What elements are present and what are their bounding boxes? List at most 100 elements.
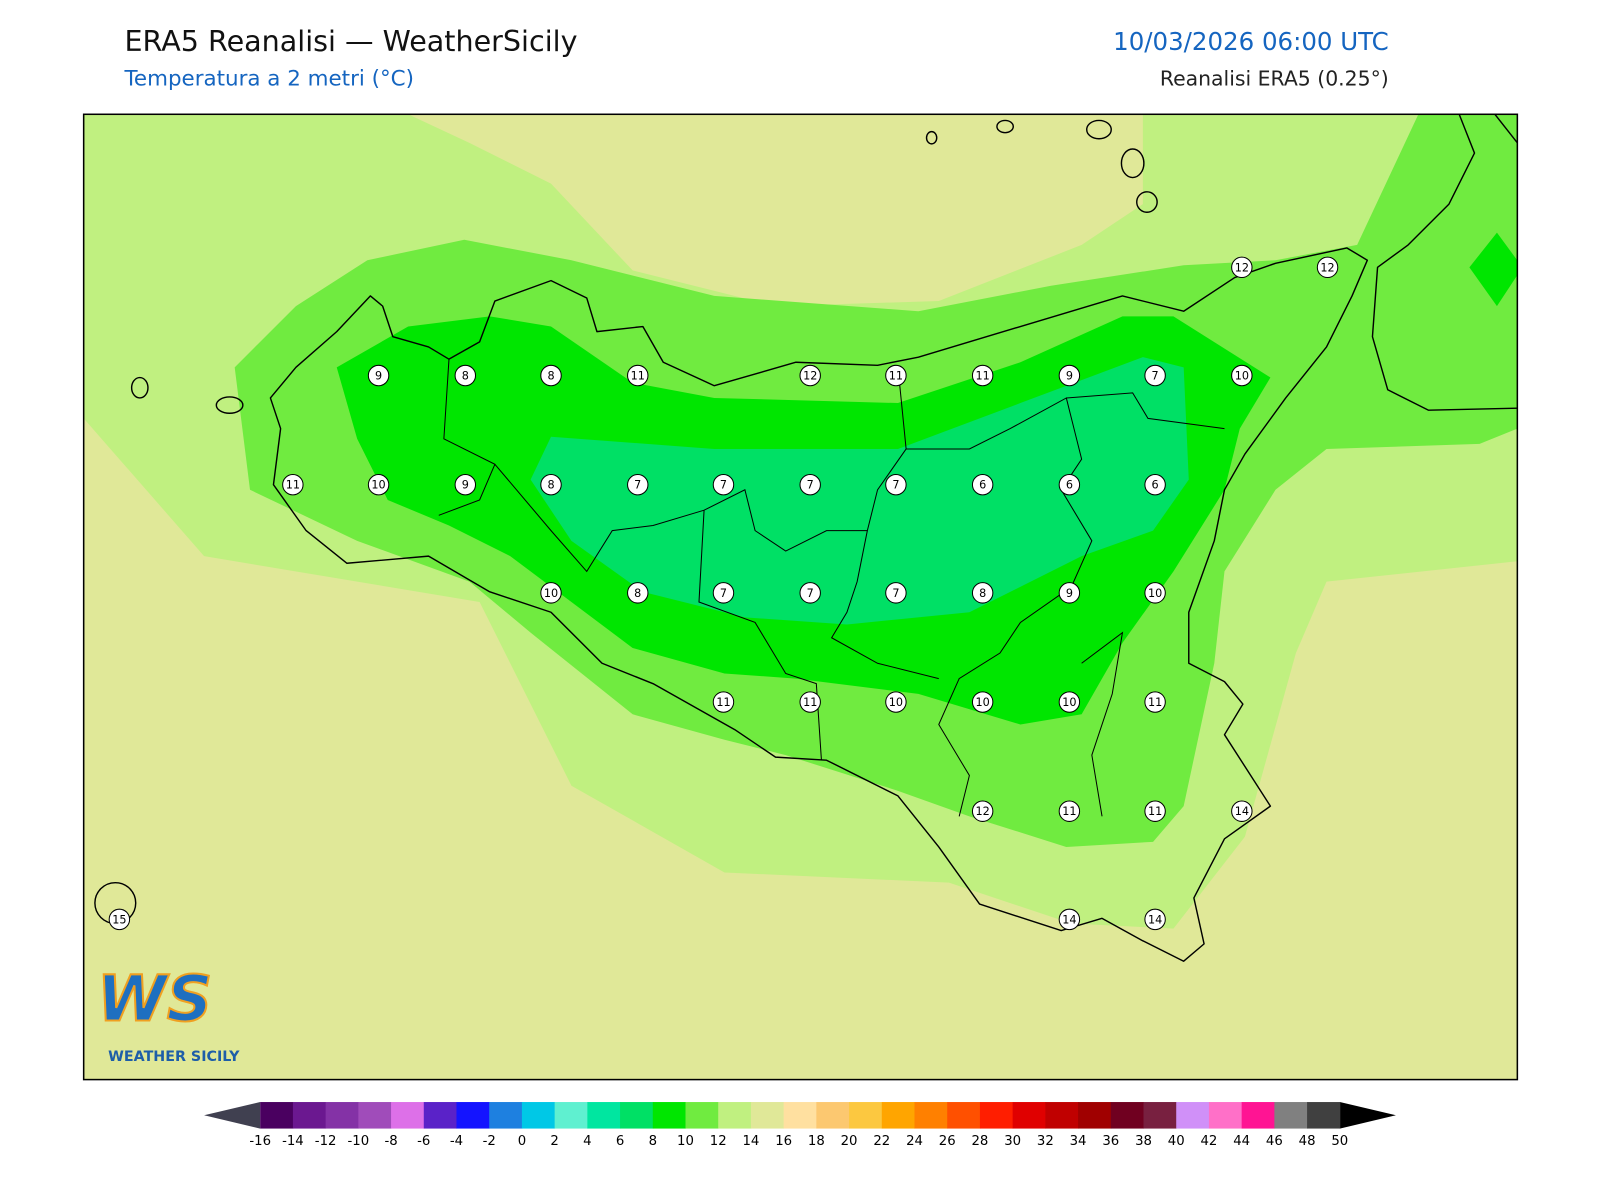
colorbar-tick-label: 32: [1037, 1134, 1054, 1149]
station-value: 15: [112, 913, 126, 926]
colorbar-box: [1110, 1102, 1145, 1129]
colorbar-box: [1241, 1102, 1275, 1129]
station-value: 11: [1062, 805, 1076, 818]
station-marker: [1144, 691, 1166, 713]
station-value: 7: [720, 587, 727, 600]
colorbar-tick-label: 10: [677, 1134, 694, 1149]
colorbar-under: [204, 1102, 261, 1129]
station: 7: [627, 473, 649, 496]
province-border: [438, 359, 1225, 817]
station: 6: [1144, 473, 1166, 496]
colorbar-tick-label: 0: [518, 1134, 526, 1149]
colorbar-tick-label: 40: [1168, 1134, 1185, 1149]
colorbar-tick-label: 42: [1200, 1134, 1217, 1149]
station-marker: [1231, 800, 1253, 822]
station-value: 10: [544, 587, 558, 600]
station-value: 10: [1062, 696, 1076, 709]
station: 11: [282, 473, 304, 496]
station-marker: [1058, 800, 1081, 822]
colorbar-tick-label: -14: [282, 1134, 304, 1149]
station-value: 9: [1066, 370, 1073, 383]
colorbar-tick-label: -2: [483, 1134, 496, 1149]
station-marker: [971, 800, 994, 822]
colorbar-box: [783, 1102, 817, 1129]
station: 8: [971, 582, 994, 604]
station-value: 11: [803, 696, 817, 709]
logo-mark: WS: [97, 961, 212, 1035]
station-value: 14: [1062, 913, 1076, 926]
colorbar-box: [750, 1102, 785, 1129]
station-marker: [1231, 256, 1253, 279]
colorbar-box: [979, 1102, 1014, 1129]
island: [130, 376, 149, 399]
colorbar-tick-label: -8: [384, 1134, 397, 1149]
station-value: 6: [1066, 479, 1073, 492]
station-value: 6: [979, 479, 986, 492]
colorbar-tick-label: -10: [348, 1134, 370, 1149]
colorbar-box: [391, 1102, 425, 1129]
colorbar-tick-label: 28: [971, 1134, 988, 1149]
station-value: 11: [631, 370, 645, 383]
station: 9: [1058, 582, 1081, 604]
station: 11: [712, 691, 735, 713]
station-value: 12: [1320, 261, 1334, 274]
station-marker: [1144, 800, 1166, 822]
station: 9: [367, 364, 390, 387]
station-marker: [712, 691, 735, 713]
station-marker: [1058, 691, 1081, 713]
datetime: 10/03/2026 06:00 UTC: [1113, 27, 1389, 56]
station: 9: [1058, 364, 1081, 387]
station: 10: [1231, 364, 1253, 387]
station-value: 7: [634, 479, 641, 492]
colorbar-tick-label: 36: [1102, 1134, 1119, 1149]
station-value: 7: [892, 587, 899, 600]
station-value: 9: [375, 370, 382, 383]
station-marker: [712, 473, 735, 496]
station-marker: [971, 582, 994, 604]
station: 6: [1058, 473, 1081, 496]
colorbar-box: [521, 1102, 556, 1129]
station-marker: [1316, 256, 1339, 279]
colorbar-box: [881, 1102, 916, 1129]
coastline: [269, 247, 1369, 962]
station-value: 10: [889, 696, 903, 709]
station-marker: [799, 582, 821, 604]
colorbar-box: [1208, 1102, 1243, 1129]
island: [1120, 148, 1145, 179]
station: 10: [367, 473, 390, 496]
station: 7: [799, 582, 821, 604]
station: 14: [1144, 908, 1166, 931]
station-value: 10: [1148, 587, 1162, 600]
colorbar-tick-label: 2: [550, 1134, 558, 1149]
island: [1086, 119, 1112, 140]
station: 11: [1058, 800, 1081, 822]
station-marker: [540, 364, 562, 387]
station-value: 12: [976, 805, 990, 818]
coastline-calabria: [1494, 114, 1518, 144]
colorbar-tick-label: 6: [616, 1134, 624, 1149]
station: 7: [885, 473, 907, 496]
colorbar-tick-label: 26: [939, 1134, 956, 1149]
station-value: 12: [1235, 261, 1249, 274]
station-marker: [712, 582, 735, 604]
colorbar-box: [358, 1102, 392, 1129]
colorbar-box: [1045, 1102, 1079, 1129]
station-marker: [454, 364, 477, 387]
station-marker: [799, 473, 821, 496]
station: 7: [712, 582, 735, 604]
station-marker: [799, 364, 821, 387]
colorbar-tick-label: 24: [906, 1134, 923, 1149]
station-marker: [108, 908, 131, 931]
station-marker: [885, 364, 907, 387]
station-value: 10: [371, 479, 385, 492]
colorbar-box: [947, 1102, 981, 1129]
colorbar-box: [456, 1102, 490, 1129]
station: 8: [454, 364, 477, 387]
colorbar-box: [292, 1102, 327, 1129]
colorbar-tick-label: 18: [808, 1134, 825, 1149]
station-value: 11: [286, 479, 300, 492]
colorbar-box: [554, 1102, 588, 1129]
station-value: 12: [803, 370, 817, 383]
station-marker: [1144, 908, 1166, 931]
